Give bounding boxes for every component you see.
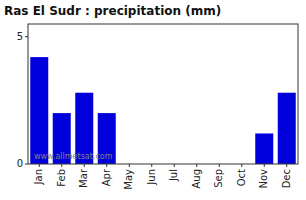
x-tick-label: Dec — [281, 169, 292, 188]
x-tick-label: Aug — [191, 169, 202, 189]
chart-svg: www.allmetsat.com 0 5 Jan Feb Mar Apr May Jun Jul… — [0, 0, 306, 200]
x-tick — [61, 164, 62, 167]
x-tick — [219, 164, 220, 167]
watermark: www.allmetsat.com — [34, 152, 113, 161]
bars — [30, 57, 296, 164]
y-tick — [25, 164, 28, 165]
x-tick — [151, 164, 152, 167]
y-tick-label: 0 — [17, 158, 23, 169]
x-tick — [129, 164, 130, 167]
x-tick-label: Jun — [146, 169, 157, 186]
title: Ras El Sudr : precipitation (mm) — [4, 4, 221, 18]
x-tick — [264, 164, 265, 167]
y-tick — [25, 36, 28, 37]
x-tick — [241, 164, 242, 167]
chart-container: www.allmetsat.com 0 5 Jan Feb Mar Apr May Jun Jul… — [0, 0, 306, 200]
y-tick-label: 5 — [17, 31, 23, 42]
x-tick-label: Oct — [236, 169, 247, 186]
background — [0, 0, 306, 200]
x-tick — [106, 164, 107, 167]
bar — [278, 93, 296, 164]
x-tick-label: Mar — [78, 168, 89, 188]
bar — [30, 57, 48, 164]
x-tick-label: Sep — [213, 169, 224, 188]
x-tick — [84, 164, 85, 167]
plot-frame — [28, 24, 298, 164]
x-tick-label: Jul — [168, 169, 179, 182]
x-tick — [174, 164, 175, 167]
x-tick-label: May — [123, 169, 134, 190]
x-tick — [286, 164, 287, 167]
x-tick — [196, 164, 197, 167]
bar — [255, 133, 273, 164]
x-tick-label: Jan — [33, 169, 44, 185]
x-tick-label: Feb — [56, 169, 67, 187]
x-tick-label: Apr — [101, 168, 112, 186]
x-tick-label: Nov — [258, 169, 269, 189]
x-tick — [39, 164, 40, 167]
